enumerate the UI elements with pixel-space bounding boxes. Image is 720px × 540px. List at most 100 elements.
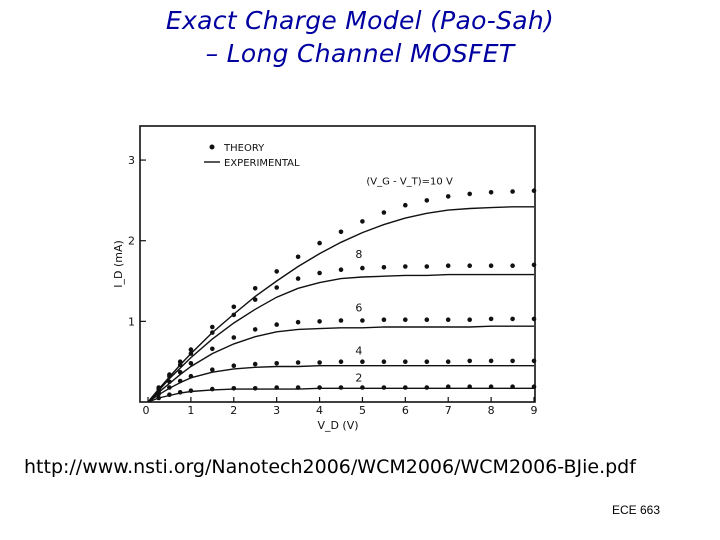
theory-point <box>167 392 172 398</box>
series-labels: (V_G - V_T)=10 V 8 6 4 2 <box>355 176 453 384</box>
theory-point <box>510 358 515 364</box>
theory-point <box>381 265 387 270</box>
theory-point <box>188 388 194 394</box>
theory-point <box>424 198 430 203</box>
theory-point <box>317 240 322 246</box>
theory-point <box>167 379 172 385</box>
course-footer: ECE 663 <box>611 503 660 517</box>
theory-point <box>445 384 451 390</box>
theory-point <box>488 384 494 390</box>
theory-point <box>177 369 183 375</box>
experimental-line <box>147 206 534 403</box>
theory-point <box>317 270 322 276</box>
legend-theory-label: THEORY <box>223 143 265 154</box>
theory-point <box>488 316 494 322</box>
theory-point <box>467 317 473 322</box>
slide-title-line-1: Exact Charge Model (Pao-Sah) <box>165 6 555 35</box>
theory-point <box>177 390 183 395</box>
theory-point <box>360 385 365 390</box>
theory-point <box>510 316 515 322</box>
theory-point <box>177 362 183 368</box>
theory-point <box>510 384 515 390</box>
series-label: 4 <box>355 345 362 358</box>
theory-point <box>188 347 194 352</box>
theory-point <box>231 386 237 391</box>
theory-point <box>424 359 430 365</box>
theory-point <box>467 358 473 364</box>
theory-point <box>295 360 301 365</box>
theory-point <box>295 319 301 325</box>
x-tick-label: 8 <box>488 404 495 417</box>
theory-point <box>381 385 387 390</box>
x-tick-label: 2 <box>230 404 237 417</box>
theory-point <box>188 361 194 366</box>
theory-point <box>156 395 161 401</box>
x-tick-label: 0 <box>143 404 150 417</box>
series-label: (V_G - V_T)=10 V <box>366 176 453 187</box>
theory-point <box>488 190 494 195</box>
theory-point <box>510 263 515 268</box>
theory-point <box>210 324 215 330</box>
x-tick-label: 9 <box>531 404 538 417</box>
theory-point <box>531 384 537 390</box>
series-label: 8 <box>355 248 362 261</box>
theory-point <box>274 285 279 290</box>
theory-point <box>231 312 237 318</box>
theory-point <box>467 263 473 268</box>
theory-point <box>252 386 258 391</box>
theory-point <box>252 361 258 367</box>
theory-point <box>381 359 387 365</box>
series-label: 6 <box>355 302 362 315</box>
theory-point <box>360 318 365 323</box>
theory-point <box>360 359 365 365</box>
axis-ticks: 0 1 2 3 4 5 6 7 8 9 1 2 3 <box>128 154 538 417</box>
theory-point <box>210 330 215 335</box>
theory-point <box>177 359 183 365</box>
experimental-line <box>147 365 534 403</box>
theory-point <box>188 373 194 379</box>
theory-point <box>424 385 430 390</box>
x-tick-label: 3 <box>273 404 280 417</box>
iv-characteristic-chart: 0 1 2 3 4 5 6 7 8 9 1 2 3 (V_G - V_T)=10 V 8 6 4 2 THEOR… <box>112 125 538 432</box>
experimental-line <box>147 273 534 403</box>
theory-point <box>167 385 172 390</box>
theory-point <box>445 317 451 322</box>
source-url[interactable]: http://www.nsti.org/Nanotech2006/WCM2006… <box>24 456 636 478</box>
legend-experimental-label: EXPERIMENTAL <box>224 158 300 169</box>
theory-point <box>338 318 344 323</box>
theory-point <box>531 188 537 193</box>
x-tick-label: 6 <box>402 404 409 417</box>
theory-point <box>338 359 344 365</box>
theory-point <box>295 254 301 260</box>
theory-point <box>231 335 237 340</box>
x-tick-label: 1 <box>187 404 194 417</box>
theory-point <box>403 264 408 269</box>
theory-point <box>317 360 322 365</box>
theory-point <box>360 265 365 271</box>
theory-point <box>445 359 451 365</box>
theory-point <box>231 304 237 310</box>
theory-point <box>252 327 258 332</box>
theory-point <box>274 322 279 327</box>
theory-point <box>360 219 365 224</box>
theory-point <box>424 264 430 269</box>
x-tick-label: 5 <box>359 404 366 417</box>
theory-dots <box>156 188 537 401</box>
series-label: 2 <box>355 372 362 385</box>
theory-point <box>210 367 215 373</box>
slide-title: Exact Charge Model (Pao-Sah) – Long Chan… <box>0 4 720 70</box>
theory-point <box>274 269 279 274</box>
theory-point <box>381 317 387 322</box>
theory-point <box>317 319 322 324</box>
theory-point <box>488 263 494 268</box>
theory-point <box>338 229 344 235</box>
theory-point <box>445 194 451 199</box>
y-tick-label: 3 <box>128 154 135 167</box>
theory-point <box>167 373 172 379</box>
theory-point <box>252 286 258 291</box>
y-axis-label: I_D (mA) <box>112 240 125 288</box>
theory-point <box>488 358 494 364</box>
plot-frame <box>139 125 536 403</box>
theory-point <box>403 202 408 208</box>
slide-title-line-2: – Long Channel MOSFET <box>205 39 515 68</box>
